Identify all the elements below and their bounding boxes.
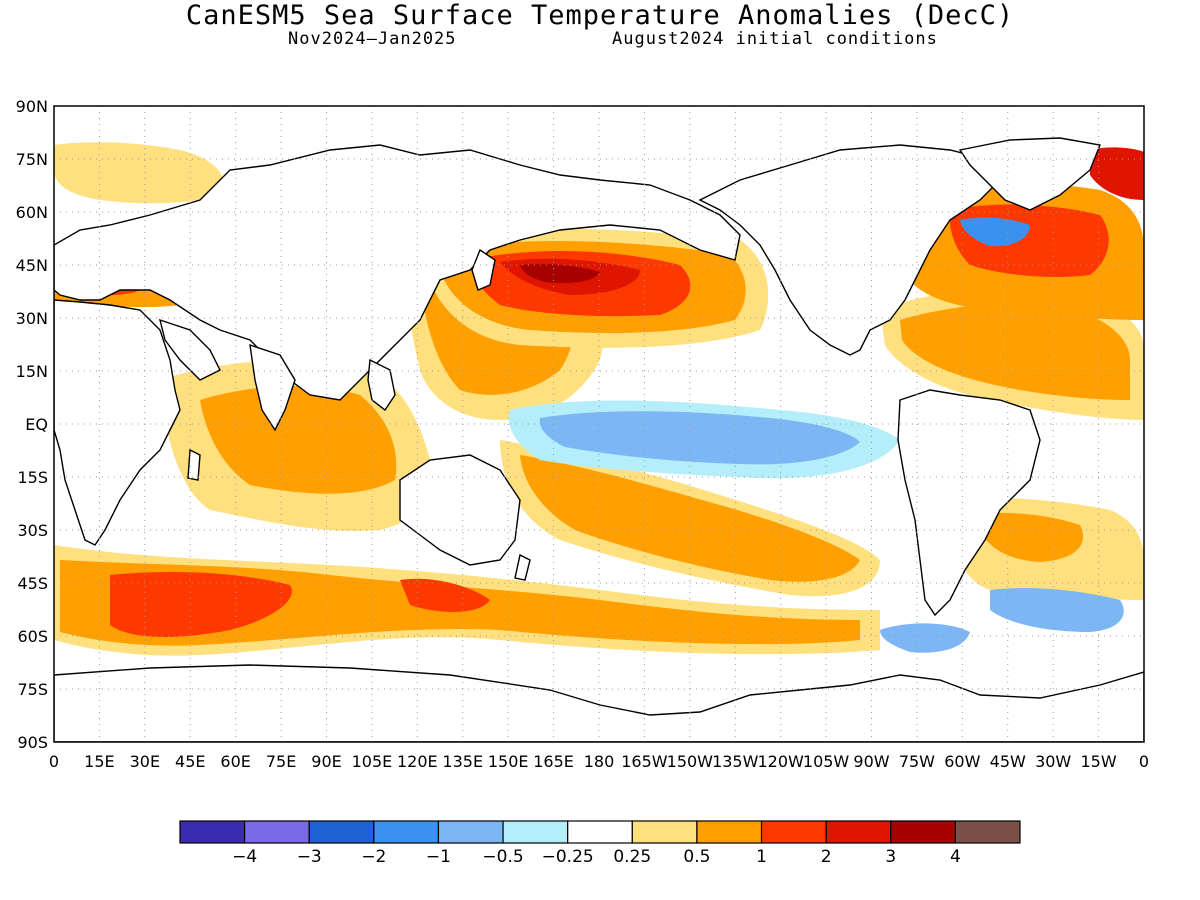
- lat-label: 45N: [16, 256, 48, 275]
- lat-label: 15N: [16, 362, 48, 381]
- colorbar-swatch: [308, 820, 375, 844]
- colorbar-swatch: [244, 820, 310, 844]
- colorbar-label: −4: [232, 847, 257, 867]
- colorbar-swatch: [567, 820, 633, 844]
- forecast-period: Nov2024–Jan2025: [288, 29, 457, 49]
- colorbar-label: 3: [885, 847, 896, 867]
- lon-label: 30W: [1035, 752, 1071, 771]
- lon-label: 150W: [667, 752, 714, 771]
- colorbar-label: −0.25: [542, 847, 594, 867]
- lon-label: 60E: [220, 752, 250, 771]
- latitude-labels: 90N 75N 60N 45N 30N 15N EQ 15S 30S 45S 60S 75S 90S: [16, 97, 48, 752]
- colorbar-label: 1: [756, 847, 767, 867]
- lon-label: 150E: [488, 752, 529, 771]
- colorbar-label: −2: [361, 847, 386, 867]
- lat-label: 30N: [16, 309, 48, 328]
- initial-conditions: August2024 initial conditions: [612, 29, 938, 49]
- lat-label: 30S: [17, 521, 48, 540]
- lon-label: 45E: [175, 752, 205, 771]
- map-frame: [53, 105, 1145, 743]
- colorbar-label: 2: [821, 847, 832, 867]
- lon-label: 15W: [1080, 752, 1116, 771]
- lon-label: 90E: [311, 752, 341, 771]
- colorbar-label: −3: [297, 847, 322, 867]
- colorbar-swatch: [696, 820, 763, 844]
- lon-label: 135E: [442, 752, 483, 771]
- lat-label: 90N: [16, 97, 48, 116]
- lon-label: 75W: [899, 752, 935, 771]
- colorbar-labels: −4 −3 −2 −1 −0.5 −0.25 0.25 0.5 1 2 3 4: [232, 847, 961, 867]
- lon-label: 120E: [397, 752, 438, 771]
- lon-label: 60W: [944, 752, 980, 771]
- anomaly-field: [54, 106, 1144, 742]
- lon-label: 105W: [803, 752, 850, 771]
- lat-label: EQ: [25, 415, 48, 434]
- colorbar-label: −1: [426, 847, 451, 867]
- lat-label: 90S: [17, 733, 48, 752]
- colorbar-swatch: [631, 820, 698, 844]
- colorbar-swatch: [437, 820, 504, 844]
- lon-label: 30E: [130, 752, 160, 771]
- lat-label: 75S: [17, 680, 48, 699]
- lat-label: 60S: [17, 627, 48, 646]
- lon-label: 75E: [266, 752, 296, 771]
- colorbar-swatch: [179, 820, 246, 844]
- colorbar-swatch: [373, 820, 440, 844]
- lon-label: 135W: [712, 752, 759, 771]
- lat-label: 15S: [17, 468, 48, 487]
- colorbar-swatch: [760, 820, 827, 844]
- lon-label: 0: [1139, 752, 1149, 771]
- lon-label: 15E: [84, 752, 114, 771]
- lat-label: 75N: [16, 150, 48, 169]
- lon-label: 0: [49, 752, 59, 771]
- lon-label: 165W: [621, 752, 668, 771]
- colorbar-swatch: [825, 820, 892, 844]
- colorbar-swatches: [179, 820, 1021, 844]
- lon-label: 90W: [853, 752, 889, 771]
- lon-label: 180: [584, 752, 615, 771]
- colorbar-swatch: [890, 820, 956, 844]
- longitude-labels: 0 15E 30E 45E 60E 75E 90E 105E 120E 135E 150E 165E 1…: [49, 752, 1149, 771]
- lat-label: 45S: [17, 574, 48, 593]
- colorbar-swatch: [502, 820, 569, 844]
- continents: [54, 137, 1144, 742]
- colorbar-label: 4: [950, 847, 961, 867]
- lat-label: 60N: [16, 203, 48, 222]
- colorbar-swatch: [954, 820, 1021, 844]
- lon-label: 120W: [757, 752, 804, 771]
- lon-label: 105E: [352, 752, 393, 771]
- colorbar-label: 0.5: [683, 847, 710, 867]
- map-title: CanESM5 Sea Surface Temperature Anomalie…: [185, 0, 1015, 31]
- lon-label: 165E: [533, 752, 574, 771]
- colorbar-label: −0.5: [482, 847, 523, 867]
- lat-lon-grid: [54, 106, 1144, 742]
- lon-label: 45W: [990, 752, 1026, 771]
- colorbar-label: 0.25: [613, 847, 651, 867]
